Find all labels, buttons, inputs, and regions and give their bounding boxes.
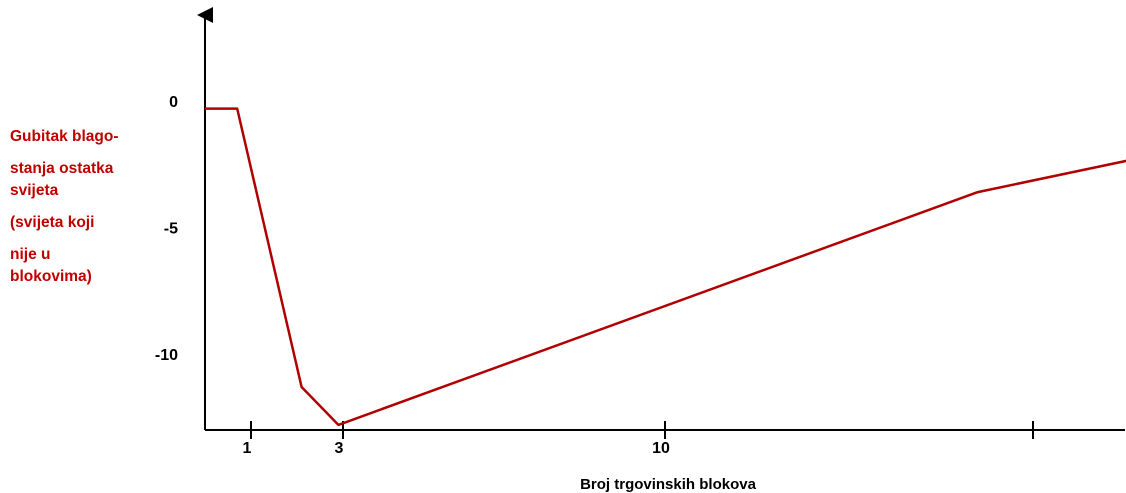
series <box>205 107 1126 427</box>
y-tick-label: -5 <box>164 221 178 238</box>
y-label-line: (svijeta koji <box>10 214 95 231</box>
y-label-line: stanja ostatka <box>10 160 114 177</box>
axes <box>197 7 1125 431</box>
x-tick-label: 1 <box>243 440 252 457</box>
y-tick-label: -10 <box>155 347 178 364</box>
y-axis-label: Gubitak blago- stanja ostatka svijeta (s… <box>10 126 185 288</box>
y-label-line: Gubitak blago- <box>10 128 119 145</box>
y-label-line: blokovima) <box>10 268 92 285</box>
y-label-line: nije u <box>10 246 51 263</box>
x-axis-label: Broj trgovinskih blokova <box>580 476 757 493</box>
ticks: 1 3 10 0 -5 -10 <box>155 94 1034 457</box>
x-tick-label: 3 <box>335 440 344 457</box>
y-label-line: svijeta <box>10 182 59 199</box>
y-tick-label: 0 <box>169 94 178 111</box>
series-line <box>205 107 1126 427</box>
x-tick-label: 10 <box>652 440 670 457</box>
